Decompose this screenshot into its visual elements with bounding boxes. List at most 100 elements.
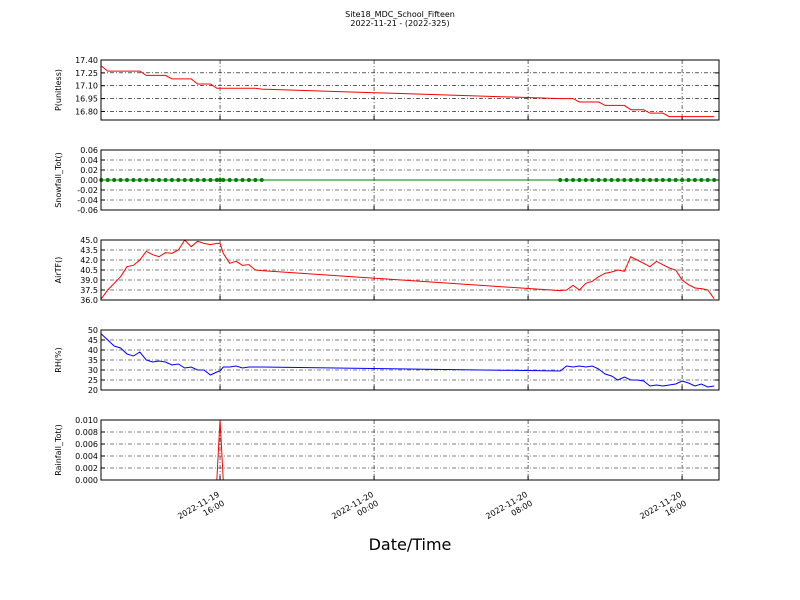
y-tick-label: 0.010 (75, 416, 98, 425)
y-tick-label: -0.02 (77, 186, 98, 195)
data-point (221, 178, 226, 182)
y-tick-label: 45 (88, 336, 98, 345)
data-point (118, 178, 123, 182)
data-point (680, 178, 685, 182)
y-tick-label: 0.04 (80, 156, 98, 165)
data-point (558, 178, 563, 182)
plot-frame (100, 59, 720, 121)
x-tick-label: 2022-11-2000:00 (330, 490, 380, 530)
y-tick-label: -0.04 (77, 196, 98, 205)
data-point (660, 178, 665, 182)
data-point (144, 178, 149, 182)
data-point (654, 178, 659, 182)
data-point (615, 178, 620, 182)
data-point (157, 178, 162, 182)
y-axis-label: P(unitless) (54, 69, 63, 111)
y-tick-label: 37.5 (80, 286, 98, 295)
data-point (202, 178, 206, 182)
data-point (189, 178, 194, 182)
data-point (112, 178, 117, 182)
y-axis-label: Rainfall_Tot() (54, 424, 63, 476)
data-point (137, 178, 142, 182)
data-point (705, 178, 710, 182)
data-point (673, 178, 678, 182)
plot-frame (100, 419, 720, 481)
x-tick-label: 2022-11-2008:00 (484, 490, 534, 530)
data-point (234, 178, 239, 182)
data-point (259, 178, 264, 182)
data-point (564, 178, 569, 182)
y-tick-label: 0.00 (80, 176, 98, 185)
y-tick-label: 43.5 (80, 246, 98, 255)
data-point (583, 178, 588, 182)
plot-frame (100, 149, 720, 211)
y-tick-label: 0.002 (75, 464, 98, 473)
data-point (163, 178, 168, 182)
data-line (101, 65, 715, 118)
data-point (176, 178, 181, 182)
y-tick-label: 0.008 (75, 428, 98, 437)
y-tick-label: 0.02 (80, 166, 98, 175)
data-line (100, 333, 715, 388)
y-tick-label: 16.95 (75, 95, 98, 104)
data-point (169, 178, 174, 182)
data-point (628, 178, 633, 182)
data-point (609, 178, 614, 182)
data-line (101, 419, 715, 481)
plot-frame (100, 329, 720, 391)
y-tick-label: 16.80 (75, 107, 98, 116)
chart-subtitle: 2022-11-21 - (2022-325) (350, 19, 449, 28)
x-tick-label: 2022-11-2016:00 (638, 490, 688, 530)
y-tick-label: 45.0 (80, 236, 98, 245)
y-tick-label: 39.0 (80, 276, 98, 285)
y-tick-label: 25 (88, 376, 98, 385)
x-tick-label: 2022-11-1916:00 (176, 490, 226, 530)
y-tick-label: 0.006 (75, 440, 98, 449)
y-axis-label: Snowfall_Tot() (54, 152, 63, 208)
data-point (246, 178, 251, 182)
y-tick-label: -0.06 (77, 206, 98, 215)
y-tick-label: 35 (88, 356, 98, 365)
y-tick-label: 30 (88, 366, 98, 375)
y-tick-label: 50 (88, 326, 98, 335)
data-point (195, 178, 200, 182)
data-point (571, 178, 576, 182)
data-point (712, 178, 717, 182)
y-tick-label: 40 (88, 346, 98, 355)
y-tick-label: 0.06 (80, 146, 98, 155)
data-line (100, 239, 715, 299)
data-point (218, 178, 223, 182)
x-axis-label: Date/Time (369, 535, 452, 554)
data-point (214, 178, 219, 182)
data-point (603, 178, 608, 182)
y-tick-label: 17.10 (75, 82, 98, 91)
data-point (227, 178, 232, 182)
chart-title: Site18_MDC_School_Fifteen (345, 10, 455, 19)
y-tick-label: 20 (88, 386, 98, 395)
data-point (590, 178, 595, 182)
data-point (105, 178, 110, 182)
data-point (635, 178, 640, 182)
plot-frame (100, 239, 720, 301)
data-point (577, 178, 582, 182)
data-point (208, 178, 213, 182)
data-point (124, 178, 129, 182)
y-axis-label: AirTF() (54, 257, 63, 284)
data-point (596, 178, 601, 182)
y-tick-label: 36.0 (80, 296, 98, 305)
data-point (182, 178, 187, 182)
y-tick-label: 17.25 (75, 69, 98, 78)
y-tick-label: 42.0 (80, 256, 98, 265)
data-point (648, 178, 653, 182)
y-tick-label: 17.40 (75, 56, 98, 65)
data-point (150, 178, 155, 182)
data-point (692, 178, 697, 182)
y-tick-label: 0.000 (75, 476, 98, 485)
y-tick-label: 40.5 (80, 266, 98, 275)
data-point (253, 178, 258, 182)
y-axis-label: RH(%) (54, 347, 63, 372)
y-tick-label: 0.004 (75, 452, 98, 461)
data-point (667, 178, 672, 182)
data-point (131, 178, 136, 182)
